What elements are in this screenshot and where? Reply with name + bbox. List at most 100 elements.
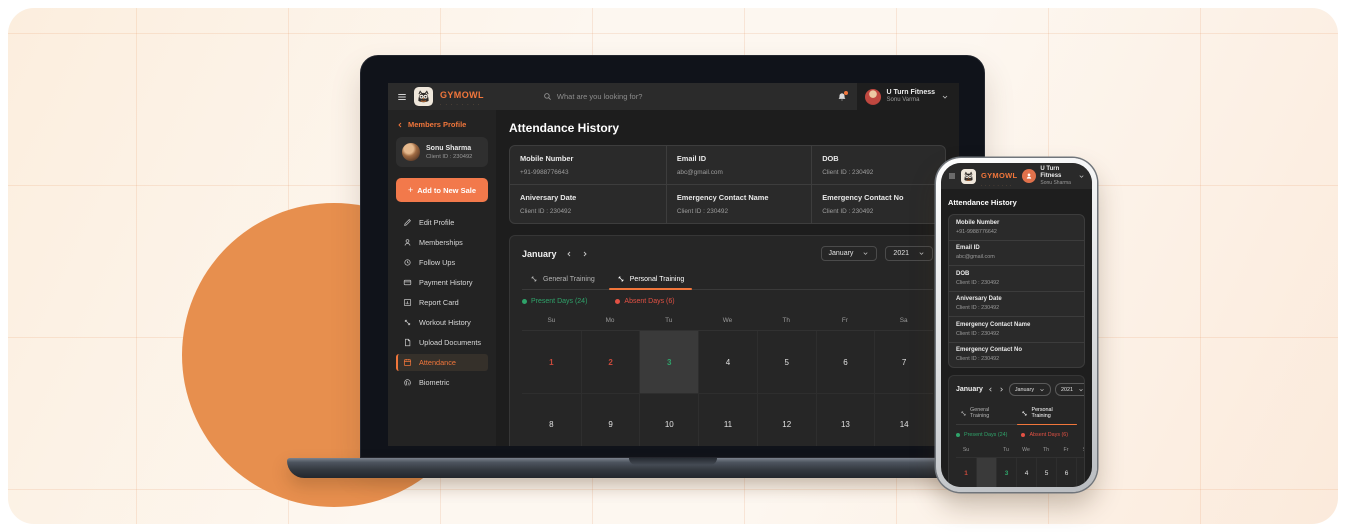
- back-to-members-profile[interactable]: Members Profile: [396, 120, 488, 129]
- absent-dot: [1021, 433, 1026, 437]
- search-placeholder: What are you looking for?: [556, 92, 643, 101]
- laptop-base: [287, 458, 1059, 478]
- year-select[interactable]: 2021: [885, 246, 933, 261]
- next-month-button[interactable]: [998, 386, 1005, 393]
- calendar-day-cell[interactable]: 1: [549, 357, 554, 367]
- sidebar-item-memberships[interactable]: Memberships: [396, 234, 488, 251]
- calendar-month-label: January: [956, 386, 983, 393]
- search-input[interactable]: What are you looking for?: [543, 92, 642, 101]
- calendar-day-cell[interactable]: 10: [639, 393, 699, 446]
- hamburger-menu-icon[interactable]: [397, 92, 407, 102]
- arrows-icon: [960, 410, 967, 417]
- present-dot: [956, 433, 960, 437]
- prev-month-button[interactable]: [987, 386, 994, 393]
- sidebar-item-attendance[interactable]: Attendance: [396, 354, 488, 371]
- legend-absent: Absent Days (6): [1021, 432, 1068, 438]
- brand-name: GYMOWL: [440, 89, 484, 100]
- info-row-email: Email ID abc@gmail.com: [949, 241, 1084, 266]
- calendar-day-cell[interactable]: 5: [756, 331, 816, 393]
- calendar-grid: 1 3 4 5 6 7 8 9 10 11 12 13 14: [956, 457, 1084, 487]
- calendar-day-cell[interactable]: 6: [1056, 458, 1076, 487]
- chevron-down-icon: [1078, 173, 1085, 180]
- calendar-day-cell[interactable]: 3: [996, 458, 1016, 487]
- info-cell-emergency-no: Emergency Contact No Client ID : 230492: [812, 185, 945, 223]
- sidebar-item-biometric[interactable]: Biometric: [396, 374, 488, 391]
- member-avatar: [402, 143, 420, 161]
- calendar-day-cell-selected[interactable]: [976, 458, 996, 487]
- account-subtitle: Sonu Varma: [886, 97, 920, 104]
- calendar-day-cell-selected[interactable]: 3: [639, 331, 699, 393]
- calendar-legend: Present Days (24) Absent Days (6): [522, 298, 933, 305]
- info-cell-dob: DOB Client ID : 230492: [812, 146, 945, 184]
- laptop-notch: [629, 458, 717, 465]
- sidebar-item-workout-history[interactable]: Workout History: [396, 314, 488, 331]
- sidebar-item-payment-history[interactable]: Payment History: [396, 274, 488, 291]
- calendar-day-cell[interactable]: 14: [874, 393, 933, 446]
- history-icon: [403, 258, 412, 267]
- add-to-new-sale-button[interactable]: + Add to New Sale: [396, 178, 488, 202]
- card-icon: [403, 278, 412, 287]
- notifications-bell-icon[interactable]: [837, 90, 848, 102]
- chevron-down-icon: [1039, 387, 1045, 393]
- present-dot: [522, 299, 527, 304]
- hamburger-menu-icon[interactable]: [948, 172, 956, 180]
- prev-month-button[interactable]: [565, 250, 573, 258]
- brand-name: GYMOWL: [981, 170, 1018, 180]
- calendar-day-cell[interactable]: 7: [874, 331, 933, 393]
- calendar-day-cell[interactable]: 12: [756, 393, 816, 446]
- calendar-day-cell[interactable]: 9: [580, 393, 640, 446]
- user-icon: [403, 238, 412, 247]
- calendar-day-cell[interactable]: 5: [1036, 458, 1056, 487]
- sidebar-item-upload-documents[interactable]: Upload Documents: [396, 334, 488, 351]
- search-icon: [543, 92, 552, 101]
- calendar-day-cell[interactable]: 7: [1076, 458, 1084, 487]
- tab-personal-training[interactable]: Personal Training: [1017, 403, 1077, 425]
- attendance-calendar: January January 2021 General Training: [948, 375, 1085, 487]
- month-select[interactable]: January: [820, 246, 878, 261]
- calendar-day-cell[interactable]: 8: [522, 393, 581, 446]
- gymowl-logo-icon: [961, 169, 976, 184]
- document-icon: [403, 338, 412, 347]
- attendance-main-panel: Attendance History Mobile Number +91-998…: [496, 110, 959, 446]
- account-subtitle: Sonu Sharma: [1040, 180, 1071, 187]
- calendar-day-headers: Su Tu We Th Fr Sa: [962, 447, 1084, 453]
- tab-personal-training[interactable]: Personal Training: [608, 270, 693, 290]
- account-name: U Turn Fitness: [1040, 165, 1062, 179]
- sidebar-item-report-card[interactable]: Report Card: [396, 294, 488, 311]
- account-menu[interactable]: U Turn Fitness Sonu Sharma: [1022, 166, 1085, 186]
- arrows-icon: [530, 275, 538, 283]
- month-select[interactable]: January: [1008, 383, 1052, 396]
- next-month-button[interactable]: [581, 250, 589, 258]
- chevron-left-icon: [396, 121, 404, 129]
- calendar-day-cell[interactable]: 6: [815, 331, 875, 393]
- member-name: Sonu Sharma: [426, 144, 472, 152]
- year-select[interactable]: 2021: [1055, 383, 1084, 396]
- sidebar-item-edit-profile[interactable]: Edit Profile: [396, 214, 488, 231]
- sidebar-menu: Edit Profile Memberships Follow Ups Paym…: [396, 214, 488, 391]
- calendar-day-cell[interactable]: 4: [1016, 458, 1036, 487]
- attendance-calendar: January January 2021: [509, 235, 946, 446]
- tab-general-training[interactable]: General Training: [522, 270, 603, 289]
- info-row-mobile-number: Mobile Number +91-9988776642: [949, 215, 1084, 241]
- tab-general-training[interactable]: General Training: [956, 403, 1013, 424]
- phone-mockup: GYMOWL · · · · · · · · U Turn Fitness So…: [936, 158, 1097, 492]
- calendar-day-cell[interactable]: 2: [580, 331, 640, 393]
- brand-tagline: · · · · · · · ·: [981, 183, 1013, 188]
- info-row-emergency-no: Emergency Contact No Client ID : 230492: [956, 347, 1023, 362]
- legend-present: Present Days (24): [956, 432, 1007, 438]
- chevron-down-icon: [918, 250, 925, 257]
- info-row-emergency-name: Emergency Contact Name Client ID : 23049…: [949, 317, 1084, 343]
- calendar-day-cell[interactable]: 11: [698, 393, 757, 446]
- training-tabs: General Training Personal Training: [522, 270, 933, 290]
- arrows-icon: [403, 318, 412, 327]
- account-menu[interactable]: U Turn Fitness Sonu Varma: [856, 83, 959, 110]
- chevron-down-icon: [1078, 387, 1084, 393]
- account-avatar: [864, 88, 881, 105]
- sidebar-item-follow-ups[interactable]: Follow Ups: [396, 254, 488, 271]
- calendar-day-cell[interactable]: 1: [964, 469, 968, 477]
- calendar-day-cell[interactable]: 4: [698, 331, 757, 393]
- calendar-day-cell[interactable]: 13: [815, 393, 875, 446]
- member-sidebar: Members Profile Sonu Sharma Client ID : …: [388, 110, 496, 446]
- calendar-legend: Present Days (24) Absent Days (6): [956, 432, 1084, 438]
- desktop-top-bar: GYMOWL · · · · · · · · What are you look…: [388, 83, 959, 110]
